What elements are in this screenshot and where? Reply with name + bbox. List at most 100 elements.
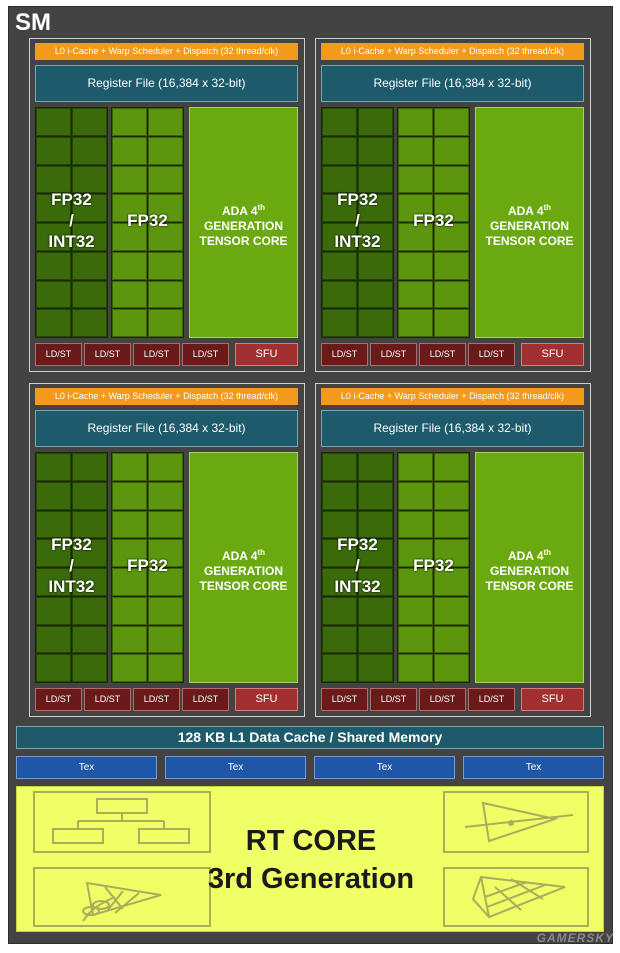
cuda-core-cell bbox=[398, 194, 433, 222]
fp32-label: FP32 bbox=[413, 211, 454, 230]
cuda-core-cell bbox=[358, 280, 393, 309]
cuda-core-cell bbox=[358, 223, 393, 251]
cuda-core-cell bbox=[72, 309, 107, 337]
ldst-unit: LD/ST bbox=[419, 343, 466, 366]
cuda-core-cell bbox=[148, 654, 183, 682]
fp32-int32-label-line: FP32 bbox=[337, 190, 378, 209]
cuda-core-cell bbox=[398, 280, 433, 309]
cuda-core-cell bbox=[322, 251, 357, 280]
cuda-core-cell bbox=[434, 481, 469, 510]
ldst-unit: LD/ST bbox=[133, 343, 180, 366]
cuda-core-cell bbox=[72, 280, 107, 309]
cuda-core-cell bbox=[36, 223, 71, 251]
cuda-core-cell bbox=[358, 510, 393, 539]
cuda-core-cell bbox=[36, 251, 71, 280]
cuda-core-cell bbox=[398, 539, 433, 567]
tensor-core-label: ADA 4th GENERATION TENSOR CORE bbox=[476, 545, 583, 594]
cuda-core-cell bbox=[358, 539, 393, 567]
tensor-core-line: GENERATION bbox=[203, 564, 284, 578]
leaf-opacity-micromap-icon bbox=[33, 867, 211, 927]
ldst-unit: LD/ST bbox=[84, 688, 131, 711]
cuda-core-cell bbox=[72, 453, 107, 481]
cuda-core-cell bbox=[434, 223, 469, 251]
l1-data-cache: 128 KB L1 Data Cache / Shared Memory bbox=[16, 726, 604, 749]
tensor-core-line: TENSOR CORE bbox=[199, 579, 288, 593]
ldst-unit: LD/ST bbox=[468, 688, 515, 711]
cuda-core-cell bbox=[72, 539, 107, 567]
cuda-core-cell bbox=[434, 539, 469, 567]
cuda-core-cell bbox=[72, 108, 107, 136]
cuda-core-cell bbox=[148, 510, 183, 539]
cuda-core-cell bbox=[148, 453, 183, 481]
cuda-core-cell bbox=[398, 136, 433, 165]
cuda-core-cell bbox=[358, 309, 393, 337]
ldst-unit: LD/ST bbox=[370, 688, 417, 711]
rt-core-title: RT CORE bbox=[245, 825, 377, 857]
sm-partition: L0 i-Cache + Warp Scheduler + Dispatch (… bbox=[29, 38, 305, 372]
tensor-core-line: TENSOR CORE bbox=[485, 579, 574, 593]
tensor-core-line: ADA 4th bbox=[476, 545, 583, 564]
cuda-core-cell bbox=[148, 280, 183, 309]
tensor-core-prefix: ADA 4 bbox=[507, 549, 544, 563]
cuda-core-cell bbox=[322, 596, 357, 625]
cuda-core-cell bbox=[434, 309, 469, 337]
cuda-core-cell bbox=[36, 625, 71, 654]
tensor-core-prefix: ADA 4 bbox=[221, 204, 258, 218]
cuda-core-cell bbox=[322, 165, 357, 194]
cuda-core-cell bbox=[322, 510, 357, 539]
cuda-core-cell bbox=[148, 596, 183, 625]
tex-unit: Tex bbox=[314, 756, 455, 779]
cuda-core-cell bbox=[148, 309, 183, 337]
fp32-core-grid bbox=[397, 452, 470, 683]
cuda-core-cell bbox=[322, 223, 357, 251]
cuda-core-cell bbox=[36, 481, 71, 510]
tensor-core-prefix: ADA 4 bbox=[507, 204, 544, 218]
cuda-core-cell bbox=[36, 654, 71, 682]
register-file: Register File (16,384 x 32-bit) bbox=[35, 410, 298, 447]
cuda-core-cell bbox=[148, 481, 183, 510]
cuda-core-cell bbox=[72, 136, 107, 165]
cuda-core-cell bbox=[112, 165, 147, 194]
fp32-int32-label: FP32 / INT32 bbox=[35, 189, 108, 252]
cuda-core-cell bbox=[398, 309, 433, 337]
cuda-core-cell bbox=[398, 596, 433, 625]
cuda-core-cell bbox=[72, 223, 107, 251]
cuda-core-cell bbox=[322, 539, 357, 567]
fp32-label: FP32 bbox=[127, 211, 168, 230]
tensor-core-line: ADA 4th bbox=[190, 200, 297, 219]
tensor-core-line: GENERATION bbox=[203, 219, 284, 233]
fp32-int32-label-line: INT32 bbox=[334, 577, 381, 596]
cuda-core-cell bbox=[322, 309, 357, 337]
fp32-int32-label: FP32 / INT32 bbox=[321, 534, 394, 597]
cuda-core-cell bbox=[358, 136, 393, 165]
cuda-core-cell bbox=[398, 223, 433, 251]
cuda-core-cell bbox=[112, 481, 147, 510]
cuda-core-cell bbox=[112, 251, 147, 280]
fp32-int32-label-line: / bbox=[69, 556, 74, 575]
fp32-int32-label-line: FP32 bbox=[337, 535, 378, 554]
cuda-core-cell bbox=[112, 625, 147, 654]
fp32-int32-label-line: INT32 bbox=[48, 577, 95, 596]
cuda-core-cell bbox=[434, 108, 469, 136]
register-file: Register File (16,384 x 32-bit) bbox=[35, 65, 298, 102]
cuda-core-cell bbox=[72, 654, 107, 682]
tensor-core-line: GENERATION bbox=[489, 219, 570, 233]
cuda-core-cell bbox=[112, 309, 147, 337]
fp32-label: FP32 bbox=[413, 556, 454, 575]
cuda-core-cell bbox=[112, 568, 147, 596]
tensor-core: ADA 4th GENERATION TENSOR CORE bbox=[475, 452, 584, 683]
cuda-core-cell bbox=[72, 568, 107, 596]
cuda-core-cell bbox=[36, 194, 71, 222]
cuda-core-cell bbox=[322, 654, 357, 682]
tensor-core-prefix: ADA 4 bbox=[221, 549, 258, 563]
tensor-core-sup: th bbox=[543, 203, 552, 212]
fp32-int32-core-grid bbox=[321, 107, 394, 338]
cuda-core-cell bbox=[72, 625, 107, 654]
cuda-core-cell bbox=[36, 596, 71, 625]
sfu-unit: SFU bbox=[235, 688, 298, 711]
sm-title: SM bbox=[15, 9, 51, 36]
l0-icache-warp-scheduler: L0 i-Cache + Warp Scheduler + Dispatch (… bbox=[321, 43, 584, 60]
fp32-int32-label-line: FP32 bbox=[51, 535, 92, 554]
cuda-core-cell bbox=[322, 568, 357, 596]
cuda-core-cell bbox=[434, 136, 469, 165]
